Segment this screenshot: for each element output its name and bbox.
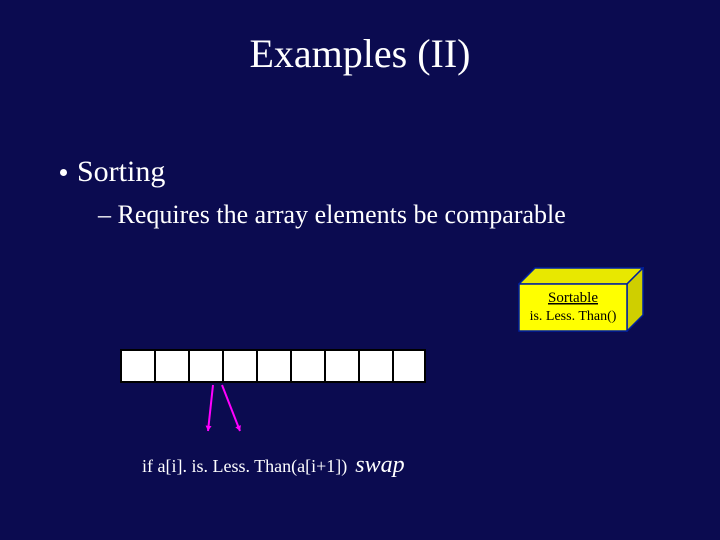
array-cell xyxy=(154,349,188,383)
array-row xyxy=(120,349,426,383)
array-cell xyxy=(324,349,358,383)
code-line: if a[i]. is. Less. Than(a[i+1]) swap xyxy=(142,452,405,479)
bullet1-text: Sorting xyxy=(77,155,165,188)
array-cell xyxy=(358,349,392,383)
bullet-dot xyxy=(60,169,67,176)
bullet-level-2: – Requires the array elements be compara… xyxy=(98,200,566,230)
slide: Examples (II) Sorting – Requires the arr… xyxy=(0,0,720,540)
sortable-3d-box: Sortable is. Less. Than() xyxy=(518,267,644,332)
bullet-level-1: Sorting xyxy=(60,155,165,189)
sortable-method: is. Less. Than() xyxy=(530,309,617,324)
bullet2-text: Requires the array elements be comparabl… xyxy=(118,200,566,229)
bullet2-dash: – xyxy=(98,200,111,229)
title-text: Examples (II) xyxy=(249,31,470,76)
slide-title: Examples (II) xyxy=(0,30,720,77)
array-cell xyxy=(256,349,290,383)
array-cell xyxy=(392,349,426,383)
array-cell xyxy=(222,349,256,383)
arrow-icon xyxy=(206,385,213,431)
array-cell xyxy=(290,349,324,383)
sortable-title: Sortable xyxy=(548,290,598,306)
array-cell xyxy=(120,349,154,383)
arrow-icon xyxy=(222,385,241,431)
code-text: if a[i]. is. Less. Than(a[i+1]) xyxy=(142,456,347,476)
swap-text: swap xyxy=(355,452,404,478)
array-cell xyxy=(188,349,222,383)
